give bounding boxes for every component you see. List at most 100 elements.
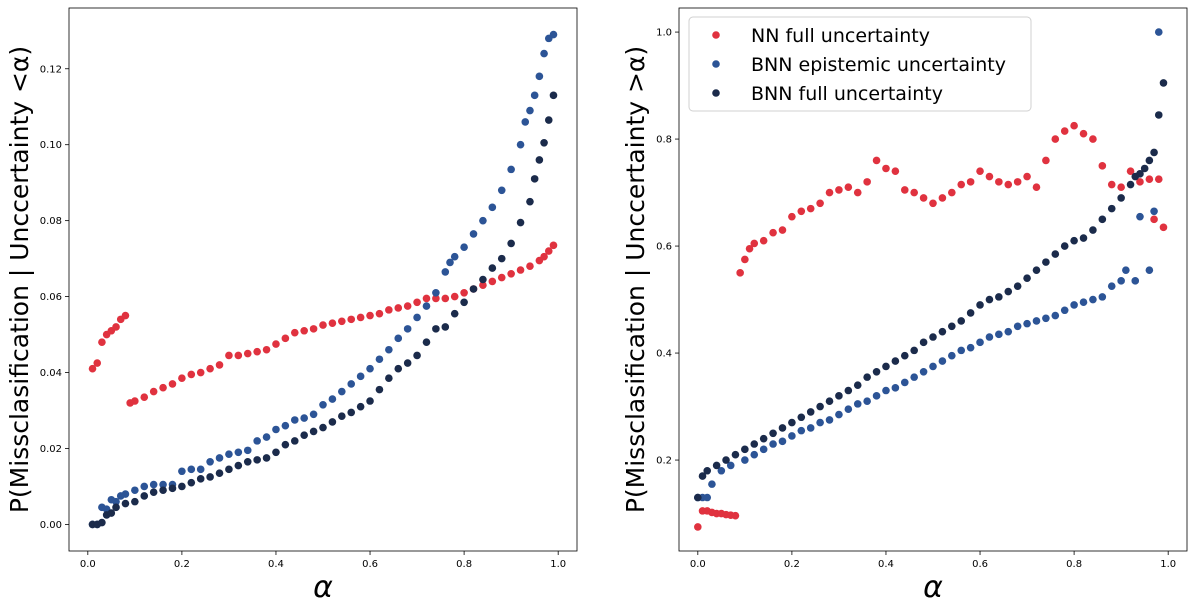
data-point (403, 302, 412, 310)
legend-marker (712, 31, 720, 39)
data-point (460, 298, 468, 307)
data-point (375, 355, 384, 364)
data-point (1032, 266, 1041, 274)
data-point (995, 293, 1003, 301)
data-point (432, 294, 440, 303)
data-point (938, 357, 947, 365)
data-point (929, 362, 937, 371)
data-point (797, 413, 806, 422)
data-point (441, 268, 450, 276)
data-point (957, 346, 966, 355)
data-point (948, 322, 956, 331)
data-point (413, 313, 421, 322)
data-point (1126, 167, 1135, 175)
data-point (844, 405, 853, 414)
data-point (1013, 322, 1022, 331)
data-point (187, 370, 196, 379)
data-point (985, 333, 994, 341)
data-point (460, 243, 468, 252)
data-point (1079, 298, 1088, 307)
data-point (1032, 317, 1041, 325)
data-point (516, 266, 525, 274)
y-axis-label: P(Missclasification | Unccertainty <α) (5, 46, 34, 513)
data-point (872, 156, 881, 165)
data-point (385, 374, 393, 383)
y-tick-label: 1.0 (656, 28, 672, 39)
data-point (300, 326, 308, 335)
data-point (540, 139, 548, 147)
data-point (919, 338, 928, 347)
data-point (694, 493, 702, 502)
data-point (234, 351, 243, 360)
data-point (309, 427, 318, 436)
data-point (530, 175, 539, 183)
data-point (806, 408, 815, 416)
data-point (290, 416, 299, 424)
y-tick-label: 0.08 (40, 216, 62, 227)
data-point (778, 424, 787, 432)
data-point (778, 437, 787, 446)
data-point (1079, 234, 1088, 242)
data-point (891, 167, 900, 175)
x-tick-label: 0.2 (784, 559, 800, 570)
data-point (347, 408, 356, 417)
y-tick-label: 0.12 (40, 64, 62, 75)
data-point (356, 372, 365, 381)
data-point (516, 218, 525, 227)
x-tick-label: 0.0 (690, 559, 706, 570)
data-point (450, 252, 459, 261)
x-tick-label: 0.4 (878, 559, 894, 570)
data-point (366, 397, 374, 405)
data-point (1136, 212, 1144, 221)
data-point (403, 359, 412, 367)
data-point (187, 478, 196, 487)
data-point (759, 236, 768, 245)
data-point (544, 116, 553, 124)
data-point (112, 323, 120, 331)
data-point (479, 275, 487, 284)
data-point (1098, 215, 1107, 224)
data-point (544, 247, 553, 255)
data-point (328, 418, 337, 426)
x-tick-label: 0.8 (456, 559, 472, 570)
data-point (243, 457, 252, 466)
data-point (450, 309, 459, 318)
data-point (825, 397, 834, 406)
data-point (338, 387, 346, 396)
data-point (910, 188, 918, 197)
x-tick-label: 1.0 (550, 559, 566, 570)
data-point (863, 373, 871, 381)
data-point (1060, 242, 1069, 250)
data-point (1154, 111, 1163, 119)
data-point (1117, 183, 1125, 192)
series-0 (88, 241, 558, 407)
legend-box (688, 16, 1032, 112)
data-point (319, 401, 327, 409)
data-point (750, 450, 759, 459)
data-point (1070, 301, 1078, 309)
data-point (910, 373, 918, 381)
data-point (726, 461, 735, 470)
data-point (1150, 148, 1158, 157)
data-point (290, 437, 299, 445)
data-point (159, 480, 167, 489)
data-point (112, 497, 120, 506)
data-point (853, 400, 862, 408)
data-point (741, 445, 749, 454)
data-point (1023, 274, 1031, 282)
plot-frame (678, 7, 1188, 552)
data-point (112, 503, 120, 512)
data-point (432, 325, 440, 333)
data-point (938, 327, 947, 336)
data-point (243, 349, 252, 358)
data-point (788, 432, 796, 440)
data-point (549, 241, 558, 250)
data-point (900, 186, 909, 194)
data-point (88, 364, 97, 373)
data-point (432, 288, 440, 297)
data-point (121, 499, 130, 508)
data-point (1089, 295, 1097, 304)
data-point (93, 359, 102, 367)
data-point (1023, 319, 1031, 328)
data-point (1079, 129, 1088, 138)
